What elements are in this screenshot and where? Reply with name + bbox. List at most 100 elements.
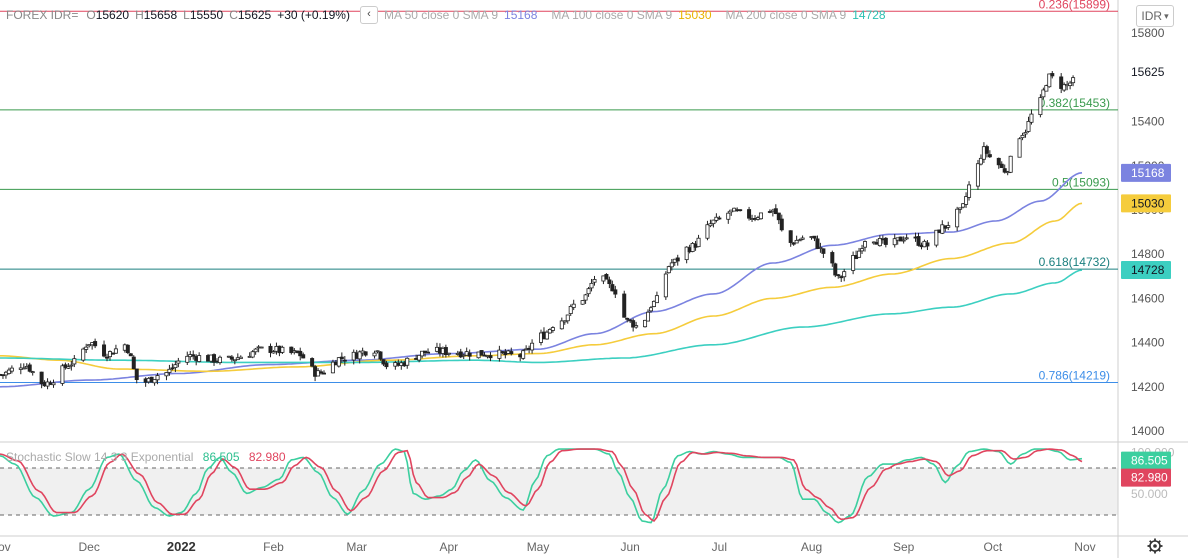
ma50-label[interactable]: MA 50 close 0 SMA 9 (383, 8, 499, 22)
candle-body (93, 341, 98, 347)
candle-body (643, 319, 648, 328)
candle-body (955, 208, 960, 228)
candle-body (708, 223, 713, 227)
ma200-label[interactable]: MA 200 close 0 SMA 9 (725, 8, 847, 22)
candle-body (610, 284, 615, 292)
candle-body (173, 364, 178, 369)
candle-body (788, 230, 793, 243)
candle-body (675, 257, 680, 262)
candle-body (9, 367, 14, 372)
candle-body (946, 225, 951, 228)
currency-label: IDR (1141, 9, 1163, 23)
price-tags: 15168 15030 14728 86.505 82.980 (1121, 163, 1171, 487)
candle-body (794, 239, 799, 244)
candle-body (604, 274, 609, 280)
candle-body (330, 361, 335, 374)
candle-body (791, 242, 796, 245)
candle-body (1026, 121, 1031, 132)
candle-body (613, 289, 618, 295)
stoch-title[interactable]: Stochastic Slow 14 3 3 Exponential (6, 450, 194, 464)
candle-body (797, 239, 802, 242)
collapse-legend-button[interactable]: ‹ (359, 6, 378, 24)
candle-body (497, 349, 502, 359)
candle-body (1008, 155, 1013, 173)
candle-body (818, 247, 823, 249)
candle-body (646, 311, 651, 322)
candle-body (738, 209, 743, 212)
currency-button[interactable]: IDR ▾ (1136, 5, 1174, 27)
candle-body (289, 346, 294, 354)
candle-body (363, 351, 368, 356)
candle-body (446, 352, 451, 355)
candle-body (131, 356, 136, 370)
ma-line-2 (0, 202, 1083, 373)
candle-body (631, 320, 636, 328)
candles (0, 71, 1076, 390)
candle-body (815, 238, 820, 249)
candle-body (521, 350, 526, 359)
candle-body (176, 360, 181, 364)
candle-body (547, 329, 552, 334)
candle-body (167, 368, 172, 373)
candle-body (191, 354, 196, 357)
fib-label: 0.382(15453) (1039, 96, 1110, 110)
time-axis[interactable]: Nov Dec 2022 Feb Mar Apr May Jun Jul Aug Sep Oct Nov (0, 539, 1096, 554)
candle-body (565, 314, 570, 322)
ma-line-1 (0, 172, 1083, 388)
candle-body (66, 366, 71, 369)
candle-body (987, 154, 992, 158)
candle-body (405, 357, 410, 366)
candle-body (458, 351, 463, 358)
candle-body (892, 238, 897, 246)
candle-body (726, 212, 731, 220)
fib-label: 0.786(14219) (1039, 369, 1110, 383)
candle-body (84, 346, 89, 350)
candle-body (339, 356, 344, 360)
candle-body (1038, 97, 1043, 116)
stoch-d-price-tag-bg (1121, 468, 1171, 487)
candle-body (280, 346, 285, 353)
candle-body (6, 369, 11, 374)
time-tick-label: Oct (983, 540, 1002, 554)
candle-body (925, 242, 930, 247)
time-tick-label: Nov (0, 540, 11, 554)
stoch-k-price-tag-bg (1121, 451, 1171, 470)
candle-body (1023, 132, 1028, 135)
ma100-label[interactable]: MA 100 close 0 SMA 9 (551, 8, 673, 22)
fib-label: 0.236(15899) (1039, 0, 1110, 11)
open-label: O (86, 8, 96, 22)
gear-icon[interactable] (1147, 538, 1163, 554)
candle-body (232, 359, 237, 362)
time-tick-label: Aug (801, 540, 822, 554)
candle-body (357, 351, 362, 360)
candle-body (134, 368, 139, 381)
ma200-price-tag-bg (1121, 261, 1171, 280)
time-tick-label: 2022 (167, 539, 196, 554)
current-price-label: 15625 (1131, 65, 1165, 79)
candle-body (1041, 89, 1046, 98)
candle-body (301, 354, 306, 359)
candle-body (298, 350, 303, 357)
low-value: 15550 (189, 8, 224, 22)
candle-body (666, 266, 671, 274)
candle-body (1071, 77, 1076, 84)
time-tick-label: Jun (620, 540, 639, 554)
candle-body (259, 346, 264, 349)
ma200-price-tag: 14728 (1131, 263, 1165, 277)
time-tick-label: Mar (346, 540, 367, 554)
candle-body (238, 356, 243, 360)
candle-body (253, 348, 258, 353)
candle-body (654, 295, 659, 304)
symbol-label[interactable]: FOREX IDR= (6, 8, 79, 22)
candle-body (901, 239, 906, 242)
candle-body (372, 352, 377, 357)
candle-body (69, 364, 74, 367)
candle-body (39, 371, 44, 385)
price-tick-label: 15400 (1131, 115, 1165, 129)
candle-body (684, 246, 689, 261)
time-tick-label: Apr (440, 540, 459, 554)
candle-body (800, 237, 805, 240)
candle-body (975, 163, 980, 187)
ma100-value: 15030 (678, 8, 712, 22)
